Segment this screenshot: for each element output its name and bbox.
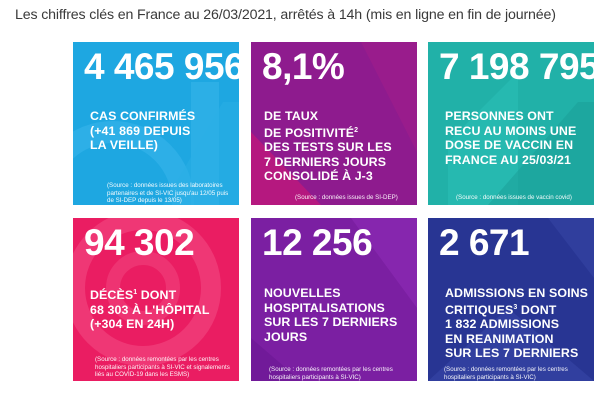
- page-title: Les chiffres clés en France au 26/03/202…: [15, 7, 556, 23]
- tile-new-hospitalisations: 12 256 NOUVELLES HOSPITALISATIONS SUR LE…: [251, 218, 417, 381]
- tile-vaccinated: 7 198 795 PERSONNES ONT RECU AU MOINS UN…: [428, 42, 594, 205]
- positivity-rate-source: (Source : données issues de SI-DEP): [295, 194, 398, 201]
- critical-care-source: (Source : données remontées par les cent…: [444, 366, 568, 381]
- hospitalisations-source: (Source : données remontées par les cent…: [269, 366, 393, 381]
- deaths-label: DÉCÈS1 DONT 68 303 À L'HÔPITAL (+304 EN …: [90, 288, 210, 332]
- confirmed-cases-value: 4 465 956: [84, 46, 239, 87]
- deaths-source: (Source : données remontées par les cent…: [95, 356, 230, 379]
- critical-care-label: ADMISSIONS EN SOINS CRITIQUES3 DONT 1 83…: [445, 286, 589, 361]
- positivity-rate-label: DE TAUX DE POSITIVITÉ2 DES TESTS SUR LES…: [264, 109, 392, 184]
- tile-deaths: 94 302 DÉCÈS1 DONT 68 303 À L'HÔPITAL (+…: [73, 218, 239, 381]
- deaths-value: 94 302: [84, 222, 195, 263]
- vaccinated-label: PERSONNES ONT RECU AU MOINS UNE DOSE DE …: [445, 109, 577, 167]
- vaccinated-value: 7 198 795: [439, 46, 594, 87]
- hospitalisations-value: 12 256: [262, 222, 373, 263]
- vaccinated-source: (Source : données issues de vaccin covid…: [456, 194, 572, 201]
- confirmed-cases-label: CAS CONFIRMÉS (+41 869 DEPUIS LA VEILLE): [90, 109, 196, 153]
- positivity-rate-value: 8,1%: [262, 46, 345, 87]
- tile-confirmed-cases: 4 465 956 CAS CONFIRMÉS (+41 869 DEPUIS …: [73, 42, 239, 205]
- hospitalisations-label: NOUVELLES HOSPITALISATIONS SUR LES 7 DER…: [264, 286, 398, 344]
- tile-positivity-rate: 8,1% DE TAUX DE POSITIVITÉ2 DES TESTS SU…: [251, 42, 417, 205]
- tile-critical-care: 2 671 ADMISSIONS EN SOINS CRITIQUES3 DON…: [428, 218, 594, 381]
- confirmed-cases-source: (Source : données issues des laboratoire…: [107, 182, 229, 205]
- critical-care-value: 2 671: [439, 222, 530, 263]
